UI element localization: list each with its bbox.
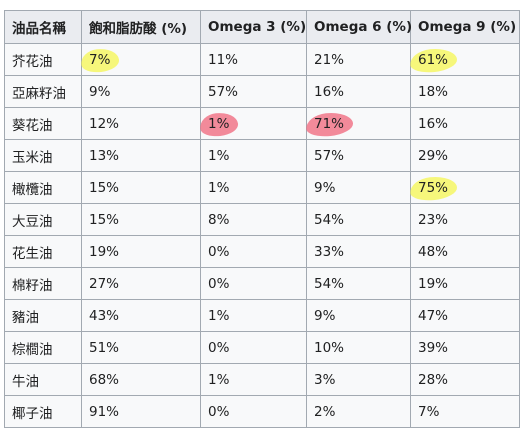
table-row: 棉籽油 27% 0% 54% 19% — [4, 267, 520, 300]
omega-3-cell: 8% — [200, 203, 307, 236]
table-row: 椰子油 91% 0% 2% 7% — [4, 395, 520, 428]
oil-name-cell: 花生油 — [4, 235, 82, 268]
omega-9-cell: 39% — [410, 331, 520, 364]
omega-3-cell: 0% — [200, 331, 307, 364]
omega-6-cell: 54% — [306, 203, 411, 236]
yellow-highlight-mark: 75% — [415, 180, 451, 196]
omega-6-cell: 10% — [306, 331, 411, 364]
cell-value: 61% — [418, 51, 449, 68]
table-row: 花生油 19% 0% 33% 48% — [4, 235, 520, 268]
omega-3-cell: 0% — [200, 235, 307, 268]
header-row: 油品名稱 飽和脂肪酸 (%) Omega 3 (%) Omega 6 (%) O… — [4, 10, 520, 44]
cell-value: 1% — [208, 115, 230, 132]
omega-9-cell: 47% — [410, 299, 520, 332]
omega-9-cell: 19% — [410, 267, 520, 300]
saturated-fat-cell: 15% — [81, 171, 201, 204]
omega-9-cell: 48% — [410, 235, 520, 268]
omega-3-cell: 1% — [200, 139, 307, 172]
cell-value: 71% — [314, 115, 345, 132]
oil-name-cell: 棕櫚油 — [4, 331, 82, 364]
omega-6-cell: 21% — [306, 43, 411, 76]
saturated-fat-cell: 13% — [81, 139, 201, 172]
oil-name-cell: 橄欖油 — [4, 171, 82, 204]
cell-value: 75% — [418, 179, 449, 196]
saturated-fat-cell: 19% — [81, 235, 201, 268]
saturated-fat-cell: 91% — [81, 395, 201, 428]
omega-9-cell: 61% — [410, 43, 520, 76]
saturated-fat-cell: 7% — [81, 43, 201, 76]
omega-3-cell: 0% — [200, 267, 307, 300]
red-highlight-mark: 71% — [311, 116, 347, 132]
table-row: 亞麻籽油 9% 57% 16% 18% — [4, 75, 520, 108]
table-row: 棕櫚油 51% 0% 10% 39% — [4, 331, 520, 364]
omega-6-cell: 9% — [306, 171, 411, 204]
omega-3-cell: 1% — [200, 363, 307, 396]
header-omega-3[interactable]: Omega 3 (%) — [200, 10, 307, 44]
omega-3-cell: 1% — [200, 171, 307, 204]
omega-6-cell: 3% — [306, 363, 411, 396]
table-row: 大豆油 15% 8% 54% 23% — [4, 203, 520, 236]
oil-name-cell: 亞麻籽油 — [4, 75, 82, 108]
saturated-fat-cell: 51% — [81, 331, 201, 364]
yellow-highlight-mark: 61% — [415, 52, 451, 68]
saturated-fat-cell: 15% — [81, 203, 201, 236]
omega-9-cell: 75% — [410, 171, 520, 204]
omega-6-cell: 16% — [306, 75, 411, 108]
oil-name-cell: 豬油 — [4, 299, 82, 332]
omega-6-cell: 2% — [306, 395, 411, 428]
table-row: 芥花油 7% 11% 21% 61% — [4, 43, 520, 76]
omega-9-cell: 16% — [410, 107, 520, 140]
oil-name-cell: 牛油 — [4, 363, 82, 396]
omega-6-cell: 57% — [306, 139, 411, 172]
omega-9-cell: 28% — [410, 363, 520, 396]
omega-9-cell: 7% — [410, 395, 520, 428]
omega-9-cell: 23% — [410, 203, 520, 236]
omega-6-cell: 9% — [306, 299, 411, 332]
omega-3-cell: 1% — [200, 299, 307, 332]
omega-6-cell: 54% — [306, 267, 411, 300]
fatty-acid-table: 油品名稱 飽和脂肪酸 (%) Omega 3 (%) Omega 6 (%) O… — [4, 10, 520, 428]
oil-name-cell: 椰子油 — [4, 395, 82, 428]
yellow-highlight-mark: 7% — [86, 52, 113, 68]
table-row: 橄欖油 15% 1% 9% 75% — [4, 171, 520, 204]
omega-3-cell: 0% — [200, 395, 307, 428]
header-omega-9[interactable]: Omega 9 (%) — [410, 10, 520, 44]
table-row: 牛油 68% 1% 3% 28% — [4, 363, 520, 396]
oil-name-cell: 大豆油 — [4, 203, 82, 236]
oil-name-cell: 棉籽油 — [4, 267, 82, 300]
cell-value: 7% — [89, 51, 111, 68]
oil-name-cell: 芥花油 — [4, 43, 82, 76]
omega-9-cell: 18% — [410, 75, 520, 108]
saturated-fat-cell: 43% — [81, 299, 201, 332]
oil-name-cell: 玉米油 — [4, 139, 82, 172]
saturated-fat-cell: 27% — [81, 267, 201, 300]
omega-9-cell: 29% — [410, 139, 520, 172]
omega-3-cell: 11% — [200, 43, 307, 76]
header-omega-6[interactable]: Omega 6 (%) — [306, 10, 412, 44]
red-highlight-mark: 1% — [205, 116, 232, 132]
omega-3-cell: 1% — [200, 107, 307, 140]
oil-name-cell: 葵花油 — [4, 107, 82, 140]
saturated-fat-cell: 12% — [81, 107, 201, 140]
table-row: 葵花油 12% 1% 71% 16% — [4, 107, 520, 140]
header-saturated-fat[interactable]: 飽和脂肪酸 (%) — [81, 10, 201, 44]
saturated-fat-cell: 68% — [81, 363, 201, 396]
table-row: 玉米油 13% 1% 57% 29% — [4, 139, 520, 172]
omega-6-cell: 71% — [306, 107, 411, 140]
omega-6-cell: 33% — [306, 235, 411, 268]
header-oil-name[interactable]: 油品名稱 — [4, 10, 82, 44]
omega-3-cell: 57% — [200, 75, 307, 108]
saturated-fat-cell: 9% — [81, 75, 201, 108]
table-row: 豬油 43% 1% 9% 47% — [4, 299, 520, 332]
